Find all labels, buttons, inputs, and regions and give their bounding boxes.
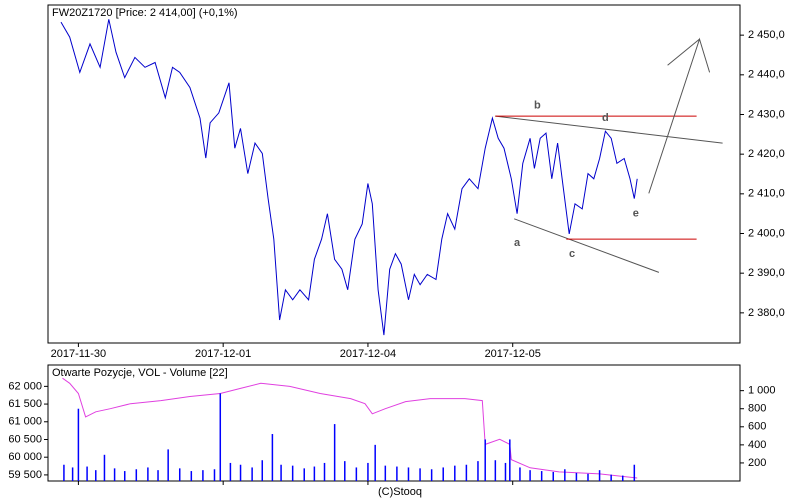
volume-bar — [419, 468, 421, 481]
volume-bar — [71, 467, 74, 481]
volume-bar — [367, 462, 369, 481]
volume-bar — [219, 393, 222, 481]
volume-bar — [355, 467, 358, 481]
y-tick-label: 61 500 — [8, 398, 42, 410]
volume-bar — [167, 449, 169, 481]
volume-bar — [77, 408, 80, 481]
volume-bar — [621, 475, 624, 481]
plot-frame — [47, 4, 741, 344]
y2-tick-label: 1 000 — [748, 385, 776, 397]
volume-bar — [564, 469, 566, 481]
volume-bar — [86, 466, 88, 481]
footer: (C)Stooq — [378, 486, 422, 498]
y-tick-label: 59 500 — [8, 469, 42, 481]
volume-bar — [271, 434, 274, 481]
volume-bar — [63, 464, 65, 481]
volume-bar — [519, 467, 521, 481]
volume-bar — [344, 461, 346, 481]
volume-bar — [333, 424, 336, 481]
y-tick-label: 2 400,0 — [748, 227, 785, 239]
y-tick-label: 61 000 — [8, 416, 42, 428]
volume-bar — [465, 464, 468, 481]
volume-bar — [384, 465, 387, 481]
volume-bar — [477, 461, 479, 481]
panel-title: Otwarte Pozycje, VOL - Volume [22] — [52, 367, 228, 379]
y-tick-label: 2 390,0 — [748, 267, 785, 279]
trend-line — [667, 38, 700, 66]
volume-bar — [229, 462, 232, 481]
volume-bar — [633, 464, 636, 481]
volume-bar — [135, 469, 138, 481]
trend-line — [514, 218, 660, 273]
y-tick-label: 2 420,0 — [748, 148, 785, 160]
wave-label: a — [514, 237, 521, 249]
x-tick-label: 2017-12-01 — [195, 348, 251, 360]
volume-bar — [303, 468, 305, 481]
wave-label: c — [569, 248, 575, 260]
trend-line — [495, 115, 723, 144]
volume-bar — [407, 467, 410, 481]
volume-bar — [442, 467, 444, 481]
y-tick-label: 2 410,0 — [748, 188, 785, 200]
plot-frame — [47, 364, 741, 482]
panel-title: FW20Z1720 [Price: 2 414,00] (+0,1%) — [52, 7, 238, 19]
y2-tick-label: 600 — [748, 421, 766, 433]
volume-bar — [504, 462, 507, 481]
volume-bar — [374, 444, 376, 481]
wave-label: d — [602, 112, 609, 124]
y-tick-label: 2 450,0 — [748, 29, 785, 41]
volume-bar — [261, 460, 264, 481]
volume-bar — [251, 467, 253, 481]
volume-bar — [213, 469, 216, 481]
volume-bar — [202, 470, 204, 481]
volume-bar — [157, 470, 159, 481]
volume-bar — [540, 471, 543, 481]
volume-bar — [598, 470, 601, 481]
y2-tick-label: 200 — [748, 457, 766, 469]
volume-bar — [454, 465, 456, 481]
volume-bar — [323, 462, 326, 481]
volume-bar — [113, 468, 116, 481]
y2-tick-label: 400 — [748, 439, 766, 451]
volume-bar — [123, 471, 126, 481]
volume-bar — [190, 471, 193, 481]
wave-label: e — [633, 208, 639, 220]
wave-label: b — [534, 100, 541, 112]
volume-bar — [396, 466, 398, 481]
y-tick-label: 2 380,0 — [748, 307, 785, 319]
volume-bar — [313, 466, 316, 481]
volume-bar — [509, 439, 511, 481]
volume-bar — [147, 467, 149, 481]
x-tick-label: 2017-12-04 — [340, 348, 396, 360]
volume-bar — [575, 472, 578, 481]
y-tick-label: 2 430,0 — [748, 108, 785, 120]
volume-bar — [494, 460, 497, 481]
volume-bar — [291, 465, 294, 481]
x-tick-label: 2017-11-30 — [51, 348, 106, 360]
y2-tick-label: 800 — [748, 403, 766, 415]
volume-bar — [178, 468, 181, 481]
y-tick-label: 2 440,0 — [748, 69, 785, 81]
volume-bar — [95, 470, 97, 481]
volume-bar — [529, 470, 531, 481]
volume-bar — [430, 469, 433, 481]
volume-bar — [239, 464, 242, 481]
y-tick-label: 60 500 — [8, 433, 42, 445]
volume-bar — [587, 473, 589, 481]
volume-bar — [280, 464, 282, 481]
volume-bar — [610, 474, 612, 481]
y-tick-label: 60 000 — [8, 451, 42, 463]
y-tick-label: 62 000 — [8, 380, 42, 392]
x-tick-label: 2017-12-05 — [485, 348, 541, 360]
price-line — [60, 19, 638, 336]
volume-bar — [484, 439, 486, 481]
volume-bar — [103, 454, 106, 481]
volume-bar — [552, 471, 554, 481]
